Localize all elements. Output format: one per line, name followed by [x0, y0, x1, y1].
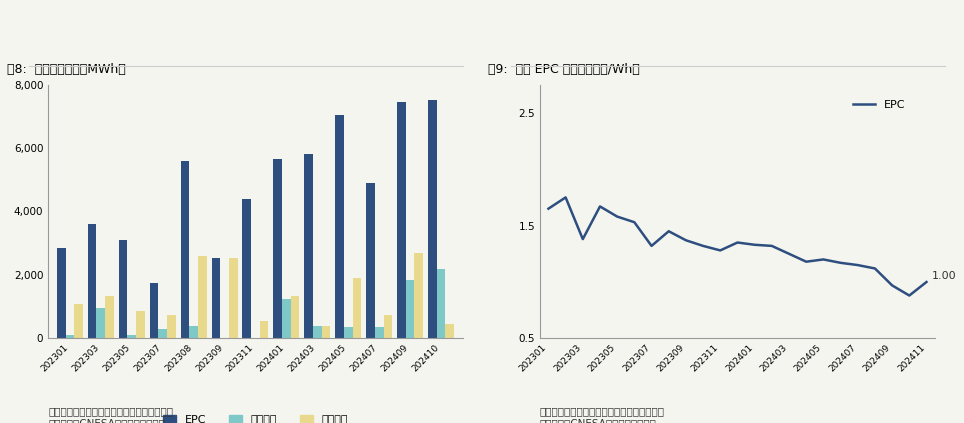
Bar: [88, 224, 96, 338]
Bar: [259, 321, 268, 338]
Text: 图8:  储能项目中标（MWh）: 图8: 储能项目中标（MWh）: [7, 63, 125, 77]
Bar: [291, 296, 300, 338]
Bar: [158, 329, 167, 338]
Bar: [274, 159, 282, 338]
Bar: [313, 326, 322, 338]
Bar: [167, 315, 175, 338]
Bar: [375, 327, 384, 338]
Legend: EPC, 储能设备, 储能系统: EPC, 储能设备, 储能系统: [158, 410, 353, 423]
Bar: [344, 327, 353, 338]
Bar: [211, 258, 220, 338]
Bar: [243, 199, 252, 338]
Bar: [384, 315, 392, 338]
Bar: [305, 154, 313, 338]
Bar: [127, 335, 136, 338]
Bar: [189, 326, 198, 338]
Text: 图9:  储能 EPC 中标均价（元/Wh）: 图9: 储能 EPC 中标均价（元/Wh）: [489, 63, 640, 77]
Text: 1.00: 1.00: [931, 271, 956, 280]
Bar: [66, 335, 74, 338]
Legend: EPC: EPC: [848, 95, 910, 114]
Bar: [366, 183, 375, 338]
Bar: [353, 278, 362, 338]
Bar: [74, 304, 83, 338]
Bar: [415, 253, 423, 338]
Text: 数据来源：北极星储能网，储能与电力市场，
储能头条，CNESA，东吴证券研究所: 数据来源：北极星储能网，储能与电力市场， 储能头条，CNESA，东吴证券研究所: [540, 406, 665, 423]
Text: 数据来源：北极星储能网，储能与电力市场，
储能头条，CNESA，东吴证券研究所: 数据来源：北极星储能网，储能与电力市场， 储能头条，CNESA，东吴证券研究所: [48, 406, 174, 423]
Bar: [228, 258, 237, 338]
Bar: [149, 283, 158, 338]
Bar: [282, 299, 291, 338]
Bar: [96, 308, 105, 338]
Bar: [322, 326, 331, 338]
Bar: [397, 102, 406, 338]
Bar: [335, 115, 344, 338]
Bar: [119, 240, 127, 338]
Bar: [198, 256, 206, 338]
Bar: [57, 248, 66, 338]
Bar: [406, 280, 415, 338]
Bar: [428, 100, 437, 338]
Bar: [437, 269, 445, 338]
Bar: [445, 324, 454, 338]
Bar: [105, 296, 114, 338]
Bar: [180, 161, 189, 338]
Bar: [136, 311, 145, 338]
